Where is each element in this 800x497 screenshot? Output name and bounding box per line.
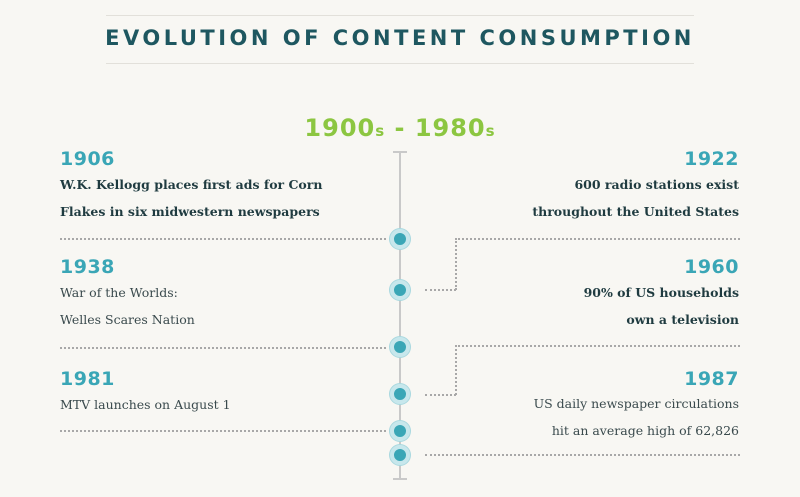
event-desc-1981: MTV launches on August 1 [60, 391, 231, 418]
connector-1922-bottom [425, 289, 456, 291]
event-desc-line: Welles Scares Nation [60, 312, 195, 327]
event-desc-line: W.K. Kellogg places first ads for Corn [60, 177, 323, 192]
event-desc-1938: War of the Worlds: Welles Scares Nation [60, 279, 195, 333]
era-end-suffix: s [485, 122, 496, 140]
event-year-1938: 1938 [60, 256, 115, 278]
event-year-1987: 1987 [684, 368, 739, 390]
connector-1938 [60, 347, 386, 349]
era-heading: 1900s - 1980s [0, 114, 800, 142]
page-title: EVOLUTION OF CONTENT CONSUMPTION [105, 26, 695, 50]
era-start-suffix: s [375, 122, 386, 140]
timeline-dot-1938 [390, 337, 410, 357]
event-desc-line: Flakes in six midwestern newspapers [60, 204, 320, 219]
event-year-1922: 1922 [684, 148, 739, 170]
connector-1960-bottom [425, 394, 456, 396]
event-desc-1960: 90% of US households own a television [584, 279, 739, 333]
connector-1906 [60, 238, 386, 240]
event-desc-line: own a television [626, 312, 739, 327]
timeline-dot-1922 [390, 280, 410, 300]
event-desc-line: 90% of US households [583, 285, 739, 300]
timeline-dot-1987 [390, 445, 410, 465]
timeline-dot-1981 [390, 421, 410, 441]
connector-1960-vertical [455, 345, 457, 395]
connector-1987 [425, 454, 740, 456]
timeline-axis [399, 152, 401, 480]
event-desc-1987: US daily newspaper circulations hit an a… [534, 390, 739, 444]
event-desc-line: hit an average high of 62,826 [551, 423, 739, 438]
era-separator: - [385, 114, 415, 142]
event-desc-line: War of the Worlds: [60, 285, 178, 300]
event-desc-1922: 600 radio stations exist throughout the … [532, 171, 739, 225]
event-desc-line: 600 radio stations exist [574, 177, 739, 192]
timeline-dot-1960 [390, 384, 410, 404]
event-desc-line: throughout the United States [532, 204, 739, 219]
era-end: 1980 [414, 114, 486, 142]
event-year-1906: 1906 [60, 148, 115, 170]
connector-1922-vertical [455, 238, 457, 290]
event-year-1960: 1960 [684, 256, 739, 278]
event-desc-line: US daily newspaper circulations [533, 396, 739, 411]
event-year-1981: 1981 [60, 368, 115, 390]
timeline-bottom-cap [393, 478, 407, 480]
connector-1960-top [455, 345, 740, 347]
connector-1981 [60, 430, 386, 432]
timeline-dot-1906 [390, 229, 410, 249]
event-desc-line: MTV launches on August 1 [60, 397, 231, 412]
title-rule [106, 63, 694, 64]
event-desc-1906: W.K. Kellogg places first ads for Corn F… [60, 171, 322, 225]
era-start: 1900 [304, 114, 376, 142]
connector-1922-top [455, 238, 740, 240]
top-rule [106, 15, 694, 16]
